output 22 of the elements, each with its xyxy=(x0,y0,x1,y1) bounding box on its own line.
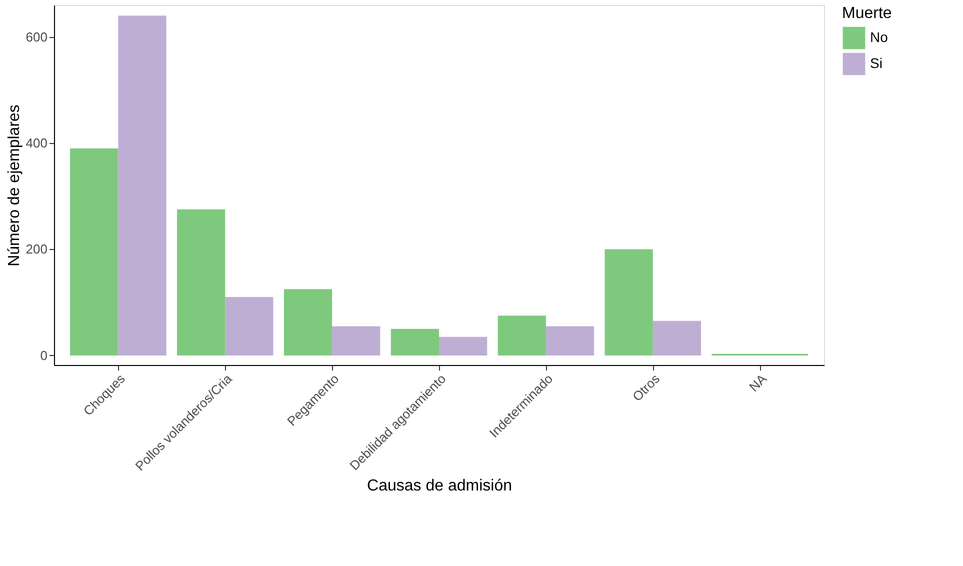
y-tick-label: 0 xyxy=(40,348,48,363)
bar xyxy=(70,148,118,356)
bar xyxy=(652,320,702,356)
bar xyxy=(332,326,380,356)
bar xyxy=(176,209,226,356)
bar xyxy=(225,297,274,356)
y-axis-title: Número de ejemplares xyxy=(6,104,23,266)
legend-label: No xyxy=(870,29,888,45)
y-tick-label: 200 xyxy=(26,242,48,257)
y-tick-label: 600 xyxy=(26,29,48,44)
y-tick-label: 400 xyxy=(26,136,48,151)
bar xyxy=(284,289,332,356)
x-tick-label: NA xyxy=(746,370,770,394)
bar xyxy=(390,328,439,356)
bar xyxy=(546,326,594,356)
bar xyxy=(439,336,488,356)
x-axis-title: Causas de admisión xyxy=(367,478,512,495)
bar xyxy=(498,316,546,356)
legend-label: Si xyxy=(870,55,882,71)
bar xyxy=(118,16,166,356)
bar xyxy=(604,249,653,356)
legend-title: Muerte xyxy=(842,5,892,22)
